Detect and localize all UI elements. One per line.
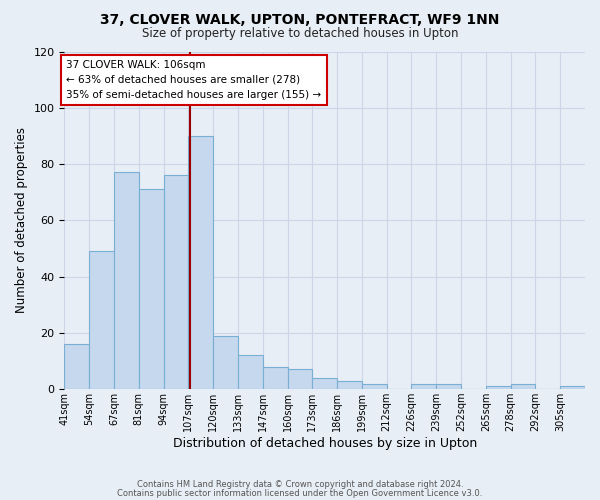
Text: Contains public sector information licensed under the Open Government Licence v3: Contains public sector information licen…	[118, 488, 482, 498]
Bar	[486, 386, 511, 389]
Bar	[188, 136, 213, 389]
Bar	[89, 252, 114, 389]
Bar	[213, 336, 238, 389]
Bar	[238, 356, 263, 389]
Bar	[139, 190, 164, 389]
Bar	[412, 384, 436, 389]
Text: Contains HM Land Registry data © Crown copyright and database right 2024.: Contains HM Land Registry data © Crown c…	[137, 480, 463, 489]
Y-axis label: Number of detached properties: Number of detached properties	[15, 128, 28, 314]
Bar	[436, 384, 461, 389]
Bar	[263, 366, 287, 389]
Bar	[337, 380, 362, 389]
Bar	[362, 384, 386, 389]
X-axis label: Distribution of detached houses by size in Upton: Distribution of detached houses by size …	[173, 437, 477, 450]
Bar	[511, 384, 535, 389]
Bar	[64, 344, 89, 389]
Bar	[313, 378, 337, 389]
Text: 37, CLOVER WALK, UPTON, PONTEFRACT, WF9 1NN: 37, CLOVER WALK, UPTON, PONTEFRACT, WF9 …	[100, 12, 500, 26]
Bar	[287, 370, 313, 389]
Bar	[560, 386, 585, 389]
Bar	[114, 172, 139, 389]
Bar	[164, 176, 188, 389]
Text: Size of property relative to detached houses in Upton: Size of property relative to detached ho…	[142, 28, 458, 40]
Text: 37 CLOVER WALK: 106sqm
← 63% of detached houses are smaller (278)
35% of semi-de: 37 CLOVER WALK: 106sqm ← 63% of detached…	[67, 60, 322, 100]
